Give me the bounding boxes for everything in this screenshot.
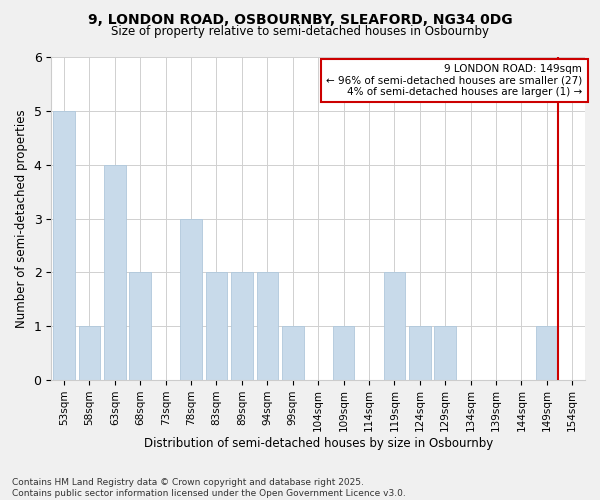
Bar [79, 326, 100, 380]
Bar [206, 272, 227, 380]
Bar [383, 272, 405, 380]
Bar [282, 326, 304, 380]
Text: Contains HM Land Registry data © Crown copyright and database right 2025.
Contai: Contains HM Land Registry data © Crown c… [12, 478, 406, 498]
Bar [130, 272, 151, 380]
X-axis label: Distribution of semi-detached houses by size in Osbournby: Distribution of semi-detached houses by … [143, 437, 493, 450]
Bar [409, 326, 431, 380]
Bar [180, 218, 202, 380]
Bar [231, 272, 253, 380]
Bar [53, 111, 75, 380]
Text: Size of property relative to semi-detached houses in Osbournby: Size of property relative to semi-detach… [111, 25, 489, 38]
Text: 9, LONDON ROAD, OSBOURNBY, SLEAFORD, NG34 0DG: 9, LONDON ROAD, OSBOURNBY, SLEAFORD, NG3… [88, 12, 512, 26]
Bar [104, 165, 125, 380]
Y-axis label: Number of semi-detached properties: Number of semi-detached properties [15, 109, 28, 328]
Bar [333, 326, 355, 380]
Bar [434, 326, 456, 380]
Bar [536, 326, 557, 380]
Bar [257, 272, 278, 380]
Text: 9 LONDON ROAD: 149sqm
← 96% of semi-detached houses are smaller (27)
4% of semi-: 9 LONDON ROAD: 149sqm ← 96% of semi-deta… [326, 64, 583, 97]
